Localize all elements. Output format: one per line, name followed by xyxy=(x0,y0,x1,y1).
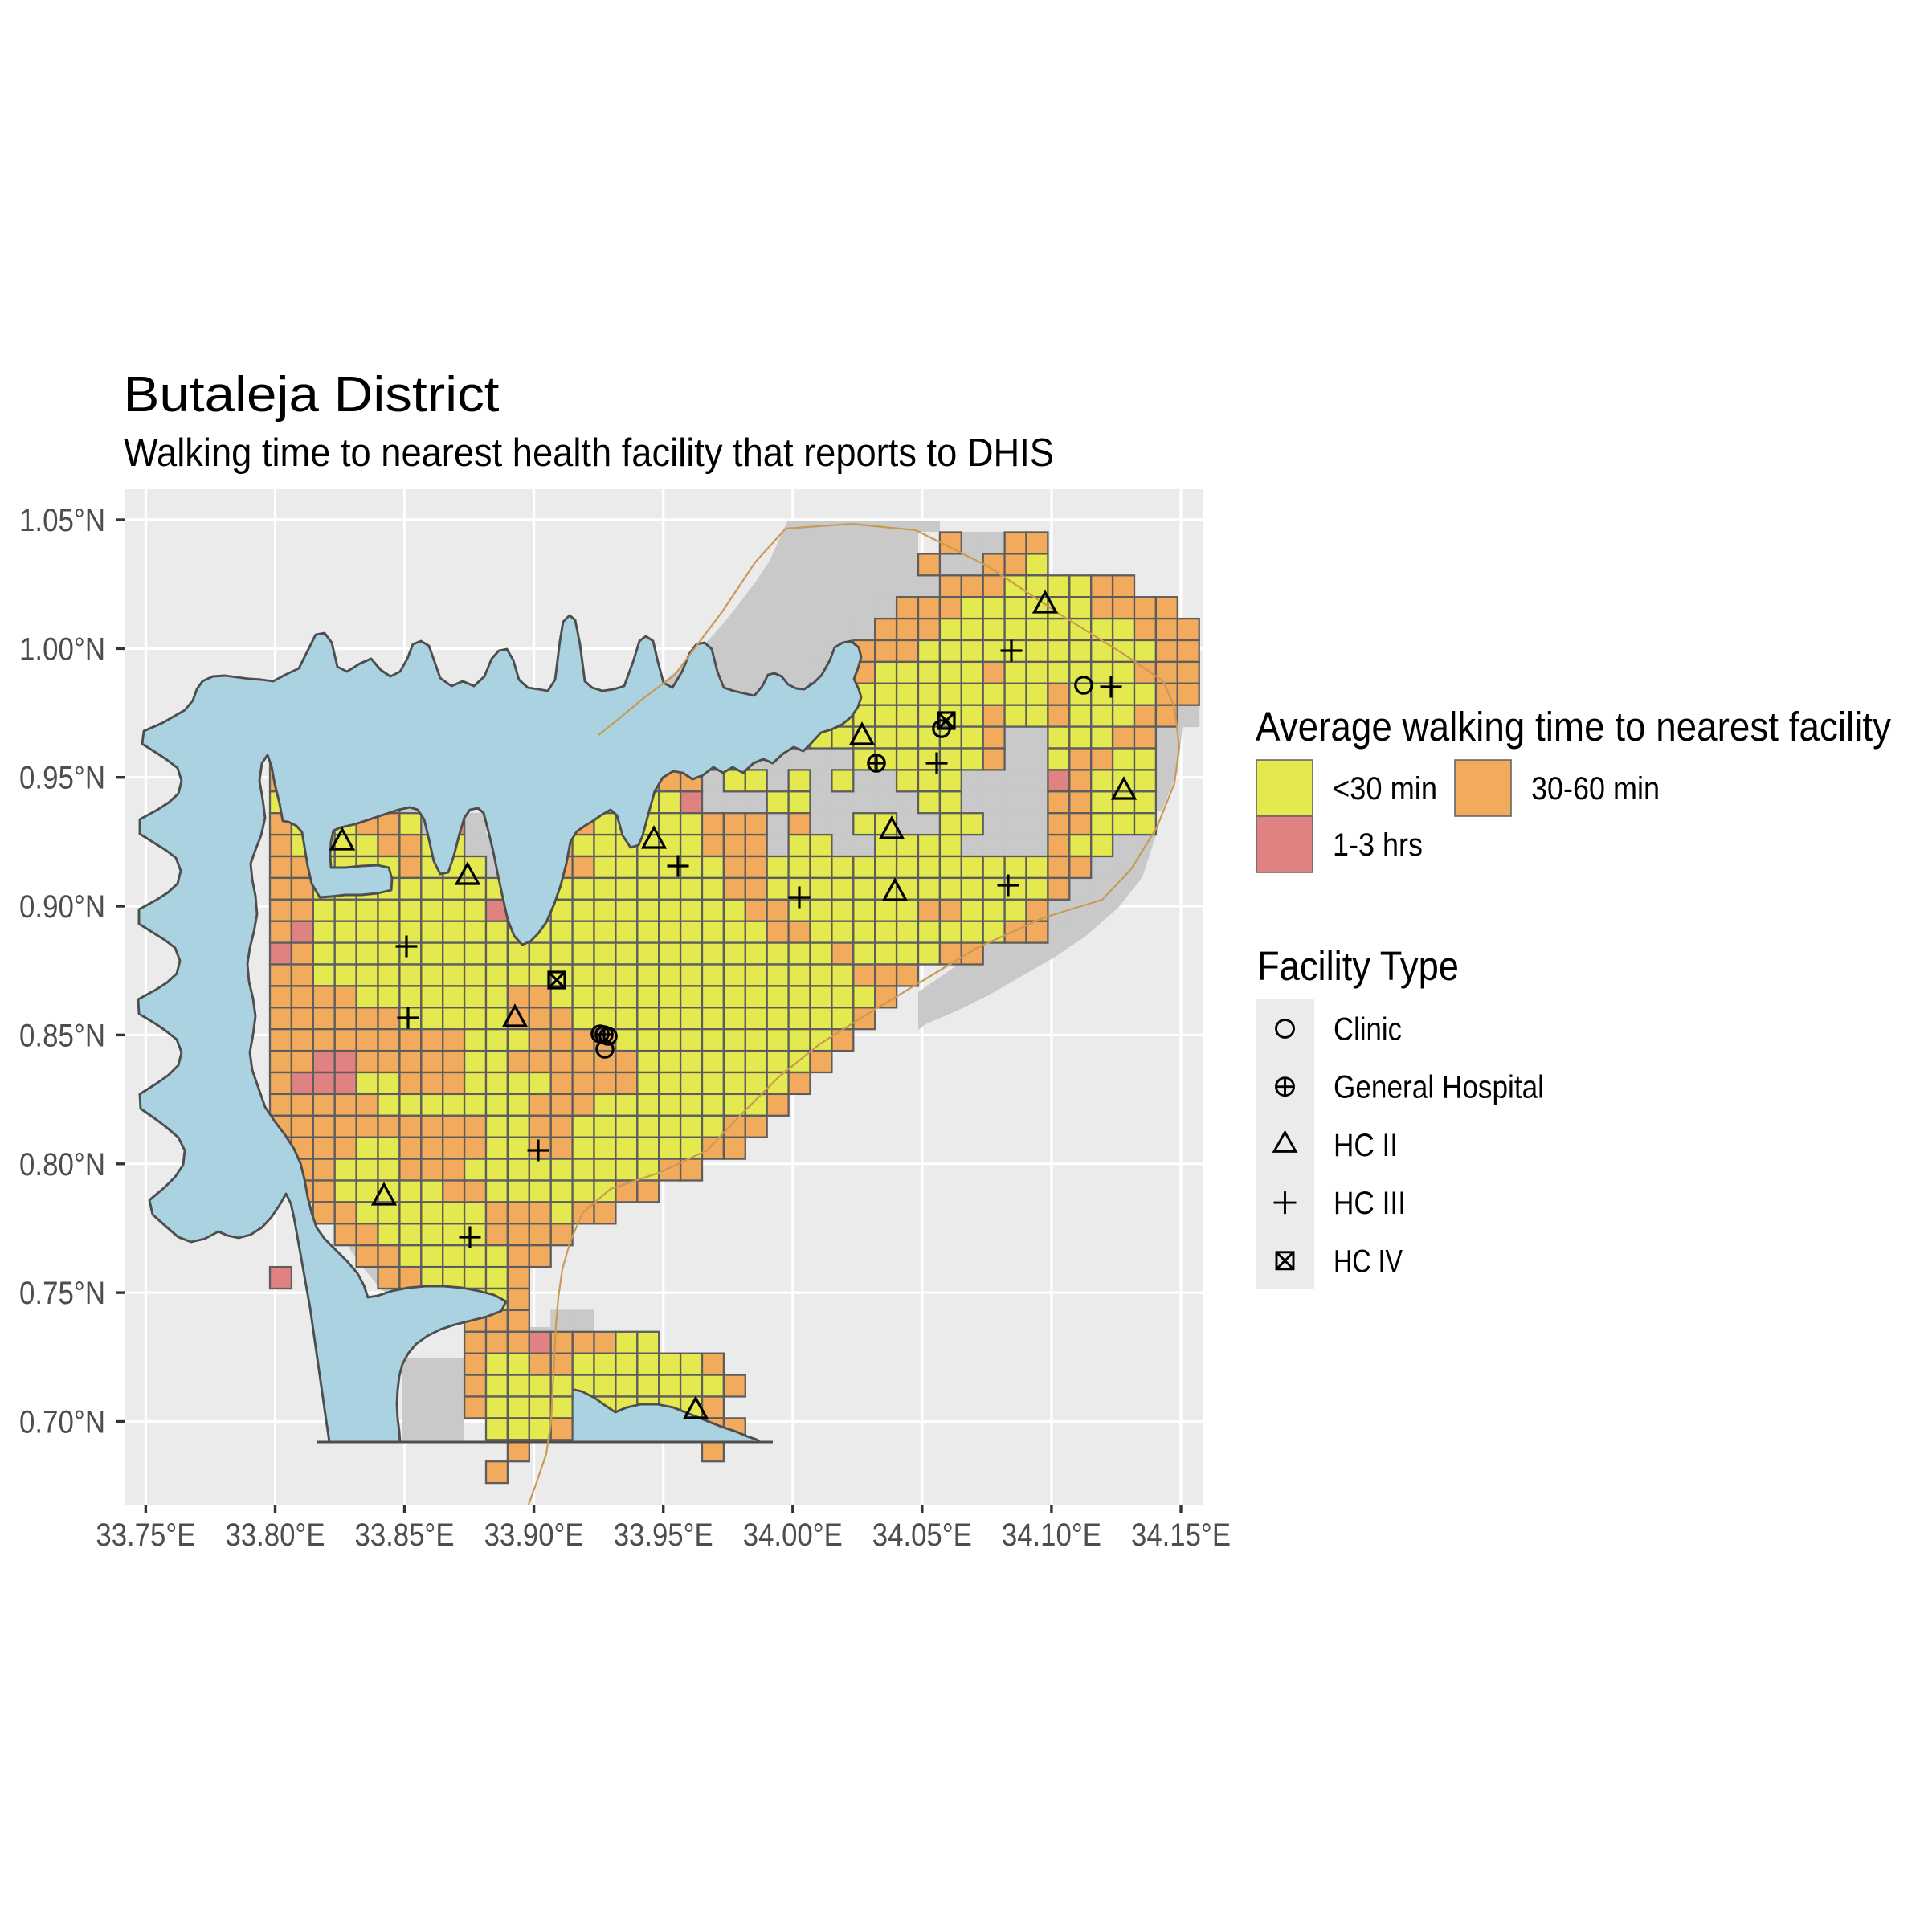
svg-text:Butaleja District: Butaleja District xyxy=(124,367,500,423)
svg-text:Average walking time to neares: Average walking time to nearest facility xyxy=(1256,704,1891,750)
svg-text:34.10°E: 34.10°E xyxy=(1002,1517,1101,1553)
svg-text:30-60 min: 30-60 min xyxy=(1531,771,1660,807)
svg-text:33.85°E: 33.85°E xyxy=(355,1517,455,1553)
svg-text:HC II: HC II xyxy=(1334,1128,1398,1163)
svg-text:33.90°E: 33.90°E xyxy=(484,1517,584,1553)
svg-text:Clinic: Clinic xyxy=(1334,1012,1402,1048)
svg-text:0.95°N: 0.95°N xyxy=(19,761,105,796)
svg-text:34.15°E: 34.15°E xyxy=(1131,1517,1231,1553)
svg-text:General Hospital: General Hospital xyxy=(1334,1070,1544,1105)
svg-text:33.80°E: 33.80°E xyxy=(226,1517,325,1553)
svg-text:0.70°N: 0.70°N xyxy=(19,1405,105,1440)
svg-text:<30 min: <30 min xyxy=(1333,771,1437,807)
svg-text:0.75°N: 0.75°N xyxy=(19,1276,105,1311)
svg-text:HC IV: HC IV xyxy=(1334,1244,1403,1279)
svg-text:33.75°E: 33.75°E xyxy=(96,1517,195,1553)
svg-text:34.05°E: 34.05°E xyxy=(872,1517,972,1553)
svg-text:0.80°N: 0.80°N xyxy=(19,1147,105,1182)
svg-text:34.00°E: 34.00°E xyxy=(743,1517,843,1553)
svg-text:33.95°E: 33.95°E xyxy=(614,1517,713,1553)
svg-text:1.05°N: 1.05°N xyxy=(19,503,105,538)
svg-text:1.00°N: 1.00°N xyxy=(19,631,105,667)
svg-text:0.85°N: 0.85°N xyxy=(19,1018,105,1053)
svg-text:Walking time to nearest health: Walking time to nearest health facility … xyxy=(124,431,1054,475)
svg-text:1-3 hrs: 1-3 hrs xyxy=(1333,827,1423,863)
svg-text:0.90°N: 0.90°N xyxy=(19,889,105,925)
svg-text:Facility Type: Facility Type xyxy=(1257,943,1459,989)
svg-text:HC III: HC III xyxy=(1334,1186,1406,1221)
